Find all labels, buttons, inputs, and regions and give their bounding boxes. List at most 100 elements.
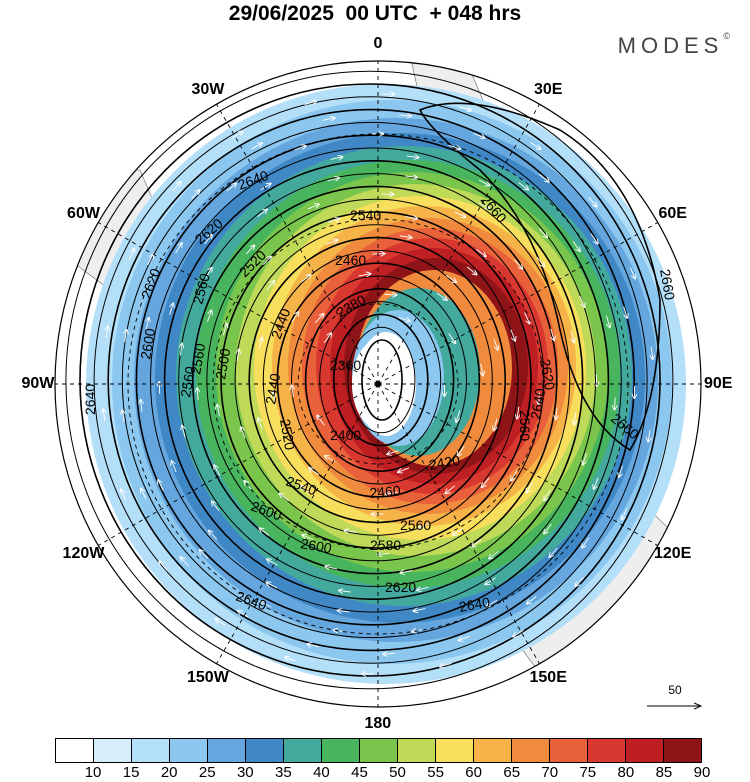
wind-vector	[182, 426, 185, 438]
height-contour	[361, 339, 403, 421]
wind-vector	[622, 508, 628, 520]
contour-label: 2500	[212, 347, 233, 381]
wind-vector	[128, 249, 134, 260]
colorbar-label: 35	[275, 764, 292, 781]
wind-vector	[405, 176, 417, 178]
wind-vector	[418, 523, 430, 528]
wind-vector	[304, 101, 317, 104]
wind-vector	[384, 294, 396, 295]
height-contour	[234, 224, 519, 536]
height-contour	[332, 313, 429, 447]
wind-vector	[251, 143, 262, 150]
colorbar-label: 30	[236, 764, 254, 781]
wind-vector	[446, 275, 456, 283]
wind-vector	[398, 467, 410, 472]
wind-vector	[241, 427, 246, 439]
colorbar-cell	[664, 739, 701, 762]
longitude-label: 90E	[704, 375, 733, 392]
wind-vector	[387, 450, 399, 455]
colorbar-label: 40	[313, 764, 330, 781]
graticule	[55, 61, 701, 707]
wind-vector	[405, 216, 417, 218]
wind-vector	[307, 644, 320, 647]
wind-vector	[539, 392, 540, 405]
wind-vector	[493, 338, 498, 350]
contour-label: 2400	[330, 427, 361, 443]
contour-label: 2440	[262, 372, 283, 406]
wind-vector	[169, 303, 174, 315]
colorbar-label: 90	[693, 764, 711, 781]
wind-vector	[527, 596, 537, 603]
wind-vector	[575, 577, 584, 586]
wind-vector	[478, 202, 489, 209]
colorbar-cell	[246, 739, 284, 762]
wind-vector	[317, 415, 325, 426]
wind-vector	[572, 241, 580, 251]
wind-vector	[212, 501, 220, 512]
wind-vector	[436, 292, 447, 300]
wind-vector	[453, 528, 464, 535]
wind-vector	[226, 183, 236, 192]
wind-vector	[377, 554, 390, 555]
colorbar-cell	[474, 739, 512, 762]
meridian	[377, 383, 540, 664]
wind-vector	[526, 482, 533, 492]
wind-vector	[338, 610, 350, 612]
wind-vector	[606, 315, 609, 328]
wind-vector	[466, 266, 476, 275]
wind-vector	[544, 489, 551, 500]
wind-vector	[205, 268, 212, 279]
wind-vector	[197, 388, 198, 401]
reference-arrow	[647, 697, 705, 737]
wind-vector	[215, 619, 226, 626]
height-contour	[107, 108, 636, 652]
colorbar-cell	[588, 739, 626, 762]
wind-vector	[180, 557, 189, 567]
contour-label: 2560	[517, 410, 533, 441]
wind-vector	[260, 184, 271, 191]
wind-vector	[399, 115, 411, 116]
wind-vectors	[103, 94, 653, 674]
colorbar-cell	[132, 739, 170, 762]
wind-vector	[200, 550, 209, 559]
wind-vector	[482, 477, 490, 487]
wind-vector	[238, 611, 249, 618]
wind-vector	[273, 392, 275, 405]
wind-vector	[536, 256, 544, 267]
polar-map: 2640262026202600264025602520254024602440…	[54, 60, 702, 708]
height-contour	[178, 173, 571, 587]
wind-vector	[457, 445, 465, 456]
colorbar-cell	[284, 739, 322, 762]
wind-vector	[582, 537, 590, 548]
colorbar-label: 50	[389, 764, 406, 781]
contour-label: 2560	[177, 365, 198, 399]
wind-vector	[454, 211, 466, 217]
colorbar-label: 65	[503, 764, 521, 781]
wind-vector	[147, 254, 153, 266]
wind-vector	[158, 480, 164, 492]
colorbar-cell	[56, 739, 94, 762]
wind-vector	[514, 259, 522, 269]
height-contour	[206, 198, 545, 562]
height-contour	[79, 83, 661, 677]
wind-vector	[328, 219, 339, 223]
wind-vector	[260, 602, 272, 608]
longitude-label: 60W	[67, 205, 100, 222]
wind-vector	[486, 600, 498, 606]
wind-vector	[172, 461, 177, 473]
contour-label: 2640	[458, 594, 492, 615]
contour-label: 2580	[370, 537, 401, 553]
wind-vector	[146, 318, 149, 330]
colorbar-cell	[170, 739, 208, 762]
height-contour	[304, 287, 455, 472]
contour-label: 2640	[527, 387, 548, 421]
wind-vector	[398, 316, 410, 321]
longitude-label: 30W	[191, 80, 225, 98]
colorbar-cell	[360, 739, 398, 762]
wind-vector	[122, 410, 124, 423]
wind-vector	[478, 179, 490, 186]
wind-vector	[315, 314, 323, 324]
wind-vector	[530, 142, 541, 150]
colorbar-label: 15	[122, 764, 140, 781]
height-contour	[248, 236, 507, 524]
